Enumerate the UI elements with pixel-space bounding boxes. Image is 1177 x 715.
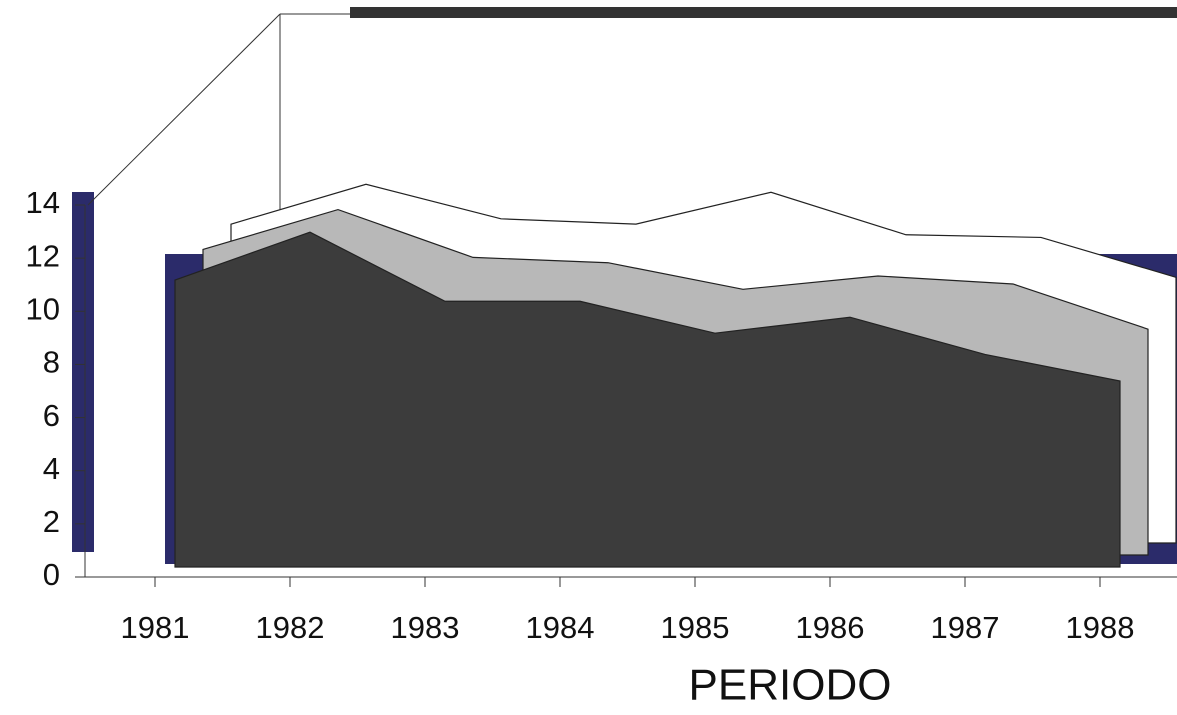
x-tick-label: 1984 — [526, 610, 595, 645]
y-tick-label: 10 — [26, 291, 60, 326]
x-tick-label: 1987 — [931, 610, 1000, 645]
y-tick-label: 4 — [43, 451, 60, 486]
y-tick-label: 0 — [43, 557, 60, 592]
frame-line — [88, 14, 280, 205]
y-tick-label: 2 — [43, 504, 60, 539]
chart: PERIODO 0 2 4 6 8 10 12 14 1981 1982 1983 1984 1985 1… — [0, 0, 1177, 710]
x-axis-label: PERIODO — [689, 661, 892, 710]
y-tick-label: 6 — [43, 398, 60, 433]
y-tick-label: 12 — [26, 238, 60, 273]
x-tick-label: 1983 — [391, 610, 460, 645]
scan-band — [350, 7, 1177, 18]
x-tick-label: 1981 — [121, 610, 190, 645]
y-tick-label: 14 — [26, 185, 60, 220]
scan-band — [72, 192, 94, 552]
x-tick-label: 1982 — [256, 610, 325, 645]
x-tick-label: 1988 — [1066, 610, 1135, 645]
y-tick-label: 8 — [43, 345, 60, 380]
x-tick-label: 1985 — [661, 610, 730, 645]
x-tick-label: 1986 — [796, 610, 865, 645]
